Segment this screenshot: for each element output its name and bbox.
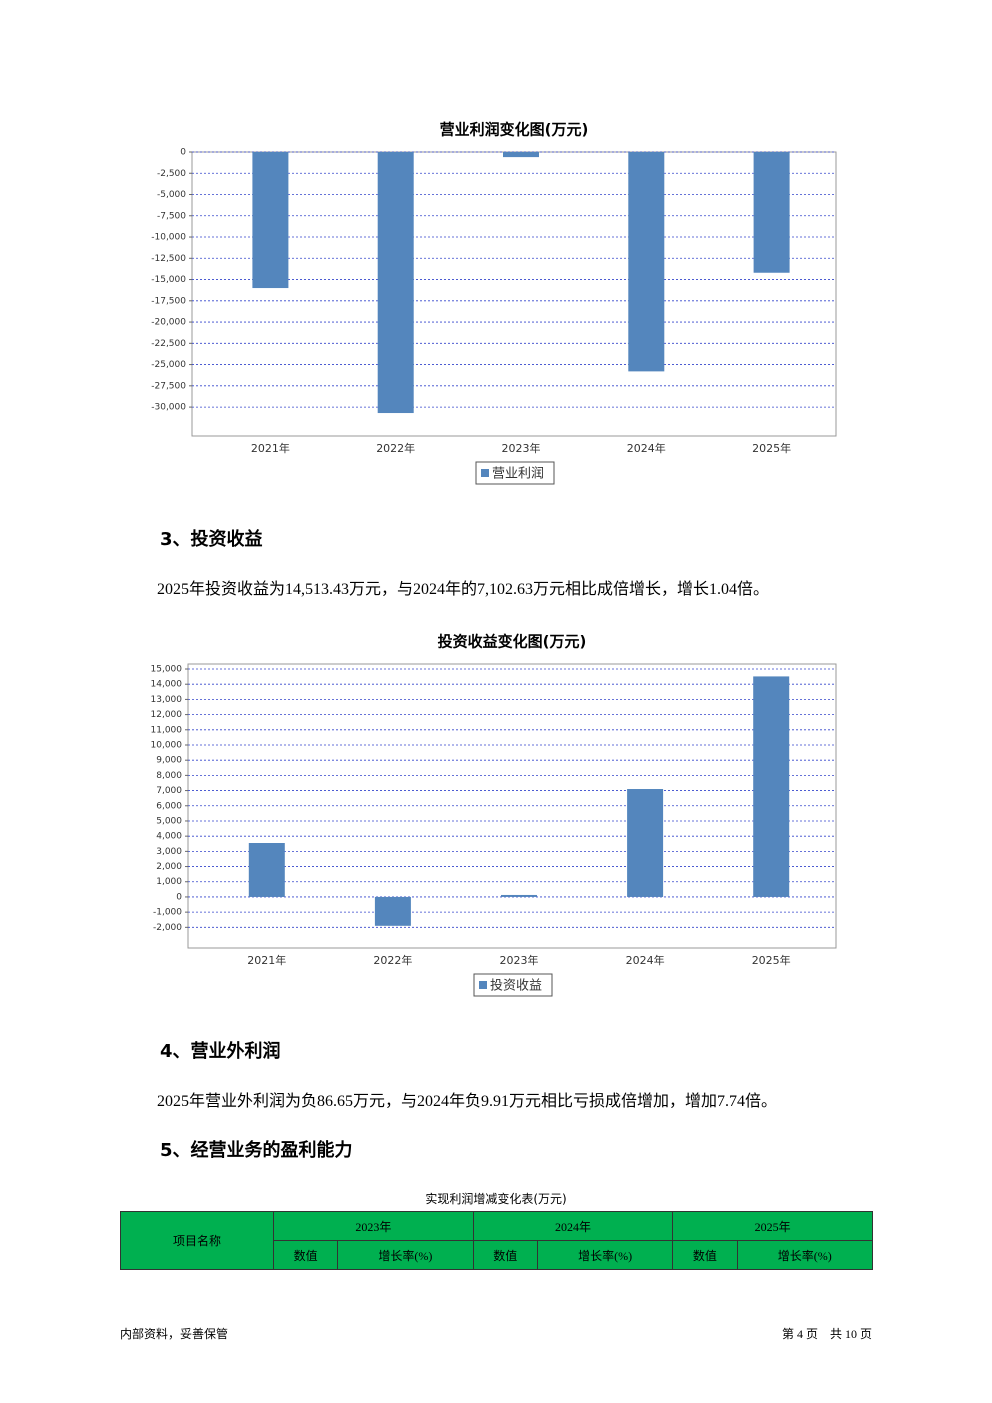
x-tick-label: 2024年 — [626, 953, 665, 967]
y-tick-label: -7,500 — [157, 211, 186, 221]
x-tick-label: 2022年 — [373, 953, 412, 967]
bar — [628, 152, 665, 372]
y-tick-label: -27,500 — [151, 381, 186, 391]
y-tick-label: 12,000 — [151, 710, 183, 720]
y-tick-label: 5,000 — [156, 816, 182, 826]
y-tick-label: 8,000 — [156, 771, 182, 781]
bar — [377, 152, 414, 414]
subheader-cell: 增长率(%) — [736, 1240, 874, 1270]
y-tick-label: -2,500 — [157, 169, 186, 179]
y-tick-label: 0 — [176, 892, 182, 902]
table-title: 实现利润增减变化表(万元) — [425, 1192, 567, 1206]
section-heading: 3、投资收益 — [160, 529, 263, 550]
subheader-cell: 数值 — [272, 1240, 339, 1270]
y-tick-label: 7,000 — [156, 786, 182, 796]
y-tick-label: 15,000 — [151, 665, 183, 675]
y-tick-label: -20,000 — [151, 318, 186, 328]
y-tick-label: -30,000 — [151, 403, 186, 413]
bar — [627, 789, 664, 897]
y-tick-label: 3,000 — [156, 847, 182, 857]
bar — [501, 894, 537, 897]
header-cell: 2023年 — [273, 1211, 474, 1241]
legend-label: 投资收益 — [490, 978, 542, 994]
section-heading: 4、营业外利润 — [160, 1041, 281, 1062]
legend-swatch — [481, 469, 489, 477]
y-tick-label: 11,000 — [151, 725, 183, 735]
x-tick-label: 2024年 — [627, 441, 666, 455]
legend-swatch — [479, 981, 487, 989]
table: 项目名称 2023年 2024年 2025年 数值 增长率(%) 数值 增长率(… — [120, 1211, 874, 1270]
paragraph: 2025年投资收益为14,513.43万元，与2024年的7,102.63万元相… — [157, 581, 770, 598]
y-tick-label: 4,000 — [156, 832, 182, 842]
x-tick-label: 2023年 — [502, 441, 541, 455]
header-cell: 2024年 — [472, 1211, 674, 1241]
bar — [753, 676, 790, 897]
subheader-cell: 增长率(%) — [536, 1240, 674, 1270]
y-tick-label: -17,500 — [151, 296, 186, 306]
section-heading: 5、经营业务的盈利能力 — [160, 1140, 353, 1161]
x-tick-label: 2023年 — [500, 953, 539, 967]
bar — [248, 843, 285, 897]
y-tick-label: 2,000 — [156, 862, 182, 872]
bar — [753, 152, 790, 273]
x-tick-label: 2021年 — [247, 953, 286, 967]
y-tick-label: -25,000 — [151, 360, 186, 370]
x-tick-label: 2025年 — [752, 441, 791, 455]
y-tick-label: -5,000 — [157, 190, 186, 200]
footer-left: 内部资料，妥善保管 — [120, 1327, 229, 1341]
y-tick-label: 6,000 — [156, 801, 182, 811]
x-tick-label: 2022年 — [376, 441, 415, 455]
y-tick-label: -1,000 — [153, 908, 182, 918]
header-cell: 2025年 — [672, 1211, 873, 1241]
subheader-cell: 增长率(%) — [337, 1240, 474, 1270]
footer-right: 第 4 页 共 10 页 — [781, 1327, 872, 1341]
y-tick-label: -2,000 — [153, 923, 182, 933]
chart-title: 营业利润变化图(万元) — [440, 121, 589, 139]
bar — [252, 152, 289, 289]
y-tick-label: -15,000 — [151, 275, 186, 285]
bar — [503, 152, 539, 158]
y-tick-label: -12,500 — [151, 254, 186, 264]
header-cell: 项目名称 — [120, 1211, 274, 1270]
x-tick-label: 2025年 — [752, 953, 791, 967]
y-tick-label: 0 — [180, 148, 186, 158]
chart: 营业利润变化图(万元) 0 -2,500 -5,000 -7,500 -10,000 -12… — [151, 121, 837, 485]
subheader-cell: 数值 — [472, 1240, 538, 1270]
y-tick-label: 9,000 — [156, 756, 182, 766]
paragraph: 2025年营业外利润为负86.65万元，与2024年负9.91万元相比亏损成倍增… — [157, 1093, 778, 1110]
y-tick-label: 1,000 — [156, 877, 182, 887]
y-tick-label: -10,000 — [151, 233, 186, 243]
chart: 投资收益变化图(万元) 15,000 14,000 13,000 12,000 11,00… — [151, 633, 837, 997]
y-tick-label: -22,500 — [151, 339, 186, 349]
subheader-cell: 数值 — [672, 1240, 738, 1270]
legend-box — [475, 461, 555, 485]
legend-label: 营业利润 — [492, 467, 544, 482]
y-tick-label: 10,000 — [151, 740, 183, 750]
y-tick-label: 13,000 — [151, 695, 183, 705]
x-tick-label: 2021年 — [251, 441, 290, 455]
y-tick-label: 14,000 — [151, 680, 183, 690]
chart-title: 投资收益变化图(万元) — [438, 633, 587, 651]
bar — [374, 896, 411, 926]
legend-box — [473, 973, 553, 997]
